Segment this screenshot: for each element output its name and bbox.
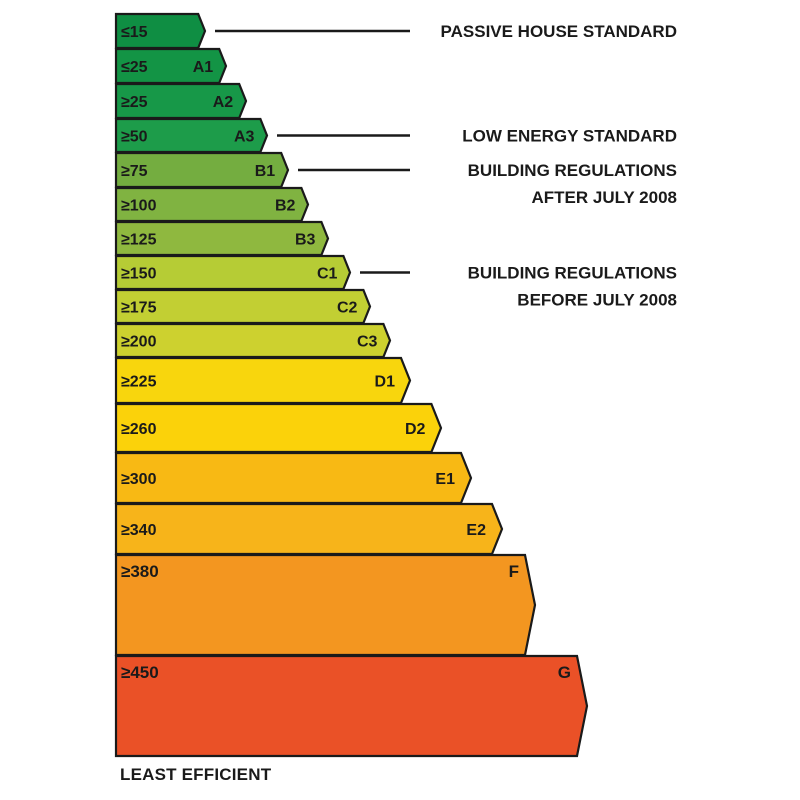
callout: BUILDING REGULATIONS BEFORE JULY 2008 [360, 264, 677, 310]
callout: PASSIVE HOUSE STANDARD [215, 22, 677, 41]
band-grade-label: F [509, 562, 519, 581]
band-threshold-label: ≥125 [121, 232, 157, 249]
band-threshold-label: ≥380 [121, 562, 159, 581]
least-efficient-label: LEAST EFFICIENT [120, 765, 272, 784]
callout-text: BEFORE JULY 2008 [517, 291, 677, 310]
callout-text: BUILDING REGULATIONS [468, 264, 677, 283]
callout: BUILDING REGULATIONS AFTER JULY 2008 [298, 161, 677, 207]
rating-band-a3: ≥50 A3 [114, 117, 269, 154]
band-arrow-shape [114, 82, 248, 120]
band-grade-label: D2 [405, 421, 426, 438]
band-grade-label: B1 [255, 163, 276, 180]
rating-band-a2: ≥25 A2 [114, 82, 248, 120]
rating-band-g: ≥450 G [114, 654, 589, 758]
band-arrow-shape [114, 151, 290, 189]
rating-band-d1: ≥225 D1 [114, 356, 412, 405]
band-arrow-shape [114, 220, 330, 257]
band-arrow-shape [114, 186, 310, 223]
band-arrow-shape [114, 12, 207, 50]
band-grade-label: B2 [275, 198, 296, 215]
band-arrow-shape [114, 47, 228, 85]
rating-band-c3: ≥200 C3 [114, 322, 392, 359]
band-threshold-label: ≥300 [121, 471, 157, 488]
band-threshold-label: ≥175 [121, 300, 157, 317]
band-grade-label: C2 [337, 300, 358, 317]
band-threshold-label: ≥200 [121, 334, 157, 351]
callout-text: LOW ENERGY STANDARD [462, 127, 677, 146]
rating-band-b2: ≥100 B2 [114, 186, 310, 223]
rating-band-passive: ≤15 [114, 12, 207, 50]
band-arrow-shape [114, 451, 473, 505]
callout-text: PASSIVE HOUSE STANDARD [441, 22, 677, 41]
band-arrow-shape [114, 553, 537, 657]
band-grade-label: E1 [435, 471, 455, 488]
band-grade-label: A1 [193, 59, 214, 76]
band-arrow-shape [114, 322, 392, 359]
rating-band-d2: ≥260 D2 [114, 402, 443, 454]
band-threshold-label: ≥340 [121, 522, 157, 539]
callout-text: BUILDING REGULATIONS [468, 161, 677, 180]
band-threshold-label: ≥75 [121, 163, 148, 180]
rating-band-e1: ≥300 E1 [114, 451, 473, 505]
band-arrow-shape [114, 654, 589, 758]
band-arrow-shape [114, 288, 372, 325]
band-threshold-label: ≥100 [121, 198, 157, 215]
band-threshold-label: ≥50 [121, 129, 148, 146]
band-threshold-label: ≤15 [121, 24, 148, 41]
callout: LOW ENERGY STANDARD [277, 127, 677, 146]
rating-band-e2: ≥340 E2 [114, 502, 504, 556]
rating-band-b3: ≥125 B3 [114, 220, 330, 257]
rating-band-a1: ≤25 A1 [114, 47, 228, 85]
band-grade-label: G [558, 663, 571, 682]
rating-band-f: ≥380 F [114, 553, 537, 657]
band-arrow-shape [114, 254, 352, 291]
band-arrow-shape [114, 117, 269, 154]
band-grade-label: D1 [375, 374, 396, 391]
rating-band-c1: ≥150 C1 [114, 254, 352, 291]
band-grade-label: A2 [213, 94, 234, 111]
band-threshold-label: ≥25 [121, 94, 148, 111]
rating-band-b1: ≥75 B1 [114, 151, 290, 189]
band-grade-label: C1 [317, 266, 338, 283]
band-grade-label: A3 [234, 129, 255, 146]
band-threshold-label: ≥450 [121, 663, 159, 682]
band-threshold-label: ≥225 [121, 374, 157, 391]
band-grade-label: C3 [357, 334, 378, 351]
rating-band-c2: ≥175 C2 [114, 288, 372, 325]
band-arrow-shape [114, 502, 504, 556]
band-grade-label: E2 [466, 522, 486, 539]
band-arrow-shape [114, 356, 412, 405]
band-arrow-shape [114, 402, 443, 454]
band-threshold-label: ≥260 [121, 421, 157, 438]
band-grade-label: B3 [295, 232, 316, 249]
band-threshold-label: ≤25 [121, 59, 148, 76]
callout-text: AFTER JULY 2008 [531, 188, 677, 207]
band-threshold-label: ≥150 [121, 266, 157, 283]
